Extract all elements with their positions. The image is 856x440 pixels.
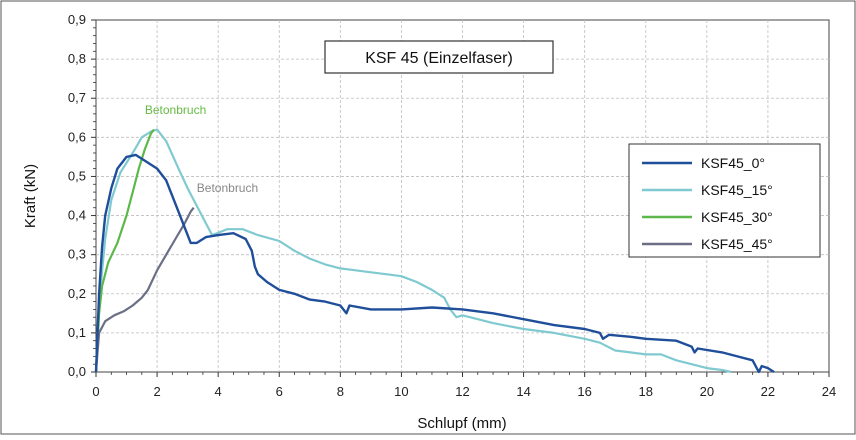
y-tick-label: 0,0 [68,364,86,379]
x-tick-label: 10 [394,384,408,399]
series-lines [94,128,775,374]
y-tick-label: 0,4 [68,208,86,223]
y-tick-label: 0,6 [68,129,86,144]
legend-label-3: KSF45_45° [701,236,773,252]
y-tick-label: 0,1 [68,325,86,340]
x-axis-ticks: 0 2 4 6 8 10 12 14 16 18 20 22 24 [92,372,836,399]
y-tick-label: 0,3 [68,247,86,262]
y-tick-label: 0,8 [68,51,86,66]
chart-title: KSF 45 (Einzelfaser) [365,50,513,67]
annotation-label-1: Betonbruch [197,181,258,195]
x-tick-label: 16 [577,384,591,399]
chart-title-box: KSF 45 (Einzelfaser) [324,40,554,74]
legend-label-0: KSF45_0° [701,155,765,171]
x-tick-label: 24 [822,384,836,399]
x-tick-label: 12 [455,384,469,399]
y-axis-ticks: 0,0 0,1 0,2 0,3 0,4 0,5 0,6 0,7 0,8 0,9 [68,12,96,379]
series-line-0 [94,153,775,374]
legend: KSF45_0° KSF45_15° KSF45_30° KSF45_45° [628,143,821,258]
x-tick-label: 4 [215,384,222,399]
y-tick-label: 0,9 [68,12,86,27]
x-tick-label: 18 [639,384,653,399]
y-tick-label: 0,2 [68,286,86,301]
x-tick-label: 20 [700,384,714,399]
x-tick-label: 8 [337,384,344,399]
x-tick-label: 0 [92,384,99,399]
x-tick-label: 2 [153,384,160,399]
y-axis-label: Kraft (kN) [22,164,39,228]
series-line-3 [94,207,195,373]
series-line-1 [94,128,732,374]
x-tick-label: 14 [516,384,530,399]
series-line-2 [94,128,155,373]
legend-label-2: KSF45_30° [701,209,773,225]
legend-label-1: KSF45_15° [701,182,773,198]
x-tick-label: 22 [761,384,775,399]
annotations: Betonbruch Betonbruch [145,103,258,195]
y-tick-label: 0,5 [68,168,86,183]
grid [96,20,829,372]
annotation-label-0: Betonbruch [145,103,206,117]
x-axis-label: Schlupf (mm) [417,415,506,432]
x-tick-label: 6 [276,384,283,399]
y-tick-label: 0,7 [68,90,86,105]
